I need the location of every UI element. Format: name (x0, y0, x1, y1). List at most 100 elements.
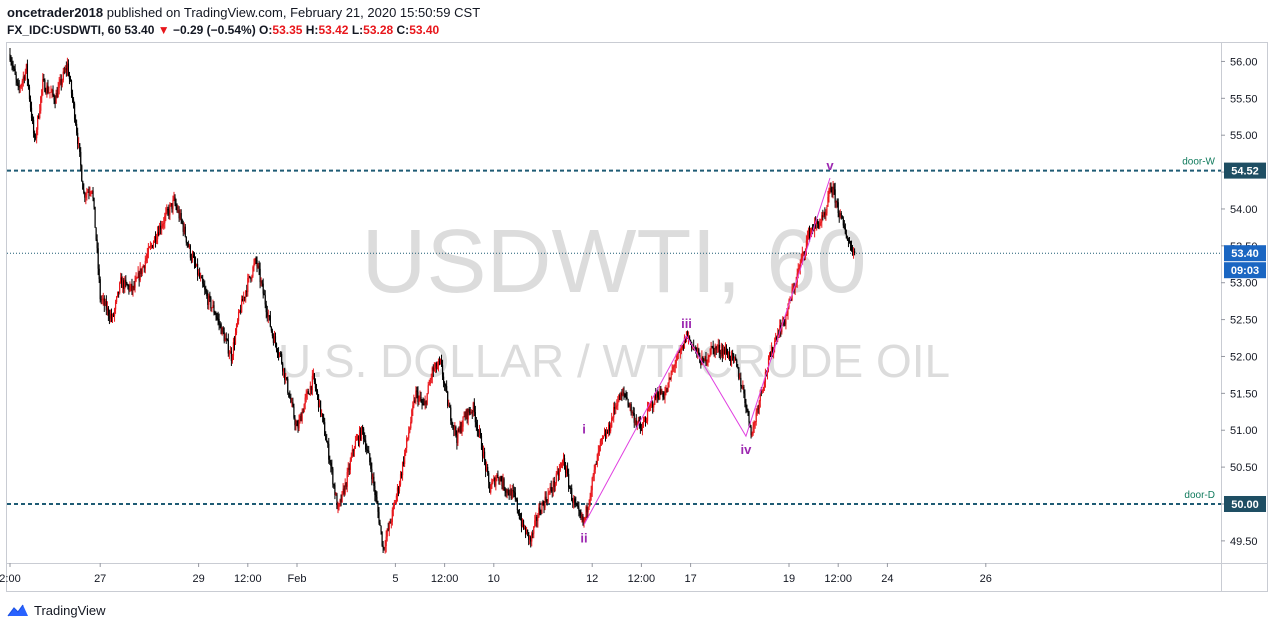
candle-body (135, 277, 137, 281)
candle-body (39, 110, 41, 119)
candle-body (181, 219, 183, 223)
candle-body (659, 389, 661, 399)
candle-body (457, 429, 459, 443)
candle-body (483, 451, 486, 460)
candle-body (374, 486, 376, 496)
candle-body (570, 488, 572, 490)
candle-body (667, 382, 669, 392)
candle-body (407, 437, 409, 439)
candle-body (103, 298, 105, 306)
candle-body (666, 390, 668, 392)
candle-body (133, 286, 135, 288)
candle-body (346, 472, 348, 487)
candle-body (640, 427, 642, 432)
candle-body (854, 251, 856, 254)
candle-body (293, 406, 295, 418)
candle-body (492, 480, 494, 484)
candle-body (518, 513, 521, 519)
author-name[interactable]: oncetrader2018 (7, 5, 104, 20)
candle-body (226, 338, 228, 341)
y-tick-label: 49.50 (1230, 536, 1258, 548)
last-price: 53.40 (124, 23, 155, 37)
candle-body (694, 347, 696, 349)
candle-body (696, 347, 698, 354)
candle-body (502, 478, 504, 486)
candle-body (643, 420, 646, 423)
candle-body (576, 503, 578, 506)
candle-body (452, 425, 454, 427)
candle-body (508, 493, 510, 496)
candle-body (756, 408, 758, 413)
candle-body (214, 312, 216, 315)
price-axis[interactable]: 56.0055.5055.0054.5054.0053.5053.0052.50… (1221, 56, 1258, 548)
symbol-label[interactable]: FX_IDC:USDWTI, 60 (7, 23, 122, 37)
candle-body (420, 397, 422, 402)
candle-body (679, 349, 681, 353)
candle-body (294, 417, 296, 426)
candle-body (92, 190, 94, 199)
candle-body (276, 349, 279, 354)
candle-body (615, 405, 617, 409)
candle-body (774, 341, 776, 349)
candle-body (743, 386, 745, 394)
candle-body (171, 203, 173, 209)
time-axis[interactable]: 2:00 27 29 12:00 Feb 5 12:00 10 12 12:00 17 19 12:00… (0, 563, 992, 585)
candle-body (473, 402, 475, 413)
candle-body (403, 462, 405, 464)
candle-body (10, 59, 12, 63)
last-price-tag (1224, 245, 1266, 262)
candle-body (458, 429, 460, 432)
x-tick-label: 19 (783, 573, 795, 585)
candle-body (19, 86, 21, 88)
candle-body (404, 453, 406, 464)
candle-body (717, 344, 719, 348)
candle-body (132, 286, 134, 291)
candle-body (512, 489, 514, 492)
candle-body (310, 385, 312, 390)
candle-body (678, 351, 680, 353)
candle-body (388, 521, 390, 530)
wave-label: iv (741, 442, 753, 457)
candle-body (553, 480, 555, 487)
candle-body (469, 412, 471, 414)
candle-body (602, 435, 605, 439)
candle-body (537, 517, 539, 522)
candle-body (723, 349, 726, 354)
candle-body (383, 547, 385, 549)
candle-body (71, 93, 74, 100)
candle-body (45, 91, 47, 94)
candle-body (408, 432, 410, 438)
candle-body (140, 268, 142, 274)
candle-body (116, 296, 118, 302)
candle-body (353, 448, 355, 452)
candle-body (732, 352, 734, 355)
candle-body (14, 68, 16, 75)
candle-body (11, 62, 13, 66)
x-tick-label: 17 (684, 573, 696, 585)
candle-body (311, 375, 313, 390)
candle-body (851, 250, 854, 255)
candle-body (762, 387, 764, 391)
candle-body (708, 355, 710, 357)
candle-body (72, 99, 75, 104)
candle-body (819, 223, 821, 228)
candle-body (559, 466, 562, 470)
y-tick-label: 55.50 (1230, 93, 1258, 105)
candle-body (428, 383, 430, 386)
candle-body (676, 353, 678, 361)
candle-body (58, 82, 60, 88)
candle-body (64, 68, 66, 72)
candle-body (127, 285, 129, 287)
candle-body (296, 423, 298, 427)
candle-body (672, 366, 674, 370)
candle-body (623, 392, 625, 394)
candle-body (229, 351, 231, 354)
candle-body (275, 343, 278, 350)
candle-body (528, 532, 530, 540)
candle-body (665, 390, 667, 393)
tradingview-logo[interactable]: TradingView (7, 600, 106, 620)
candle-body (178, 210, 180, 219)
level-label: door-W (1182, 157, 1215, 168)
candle-body (53, 95, 55, 101)
